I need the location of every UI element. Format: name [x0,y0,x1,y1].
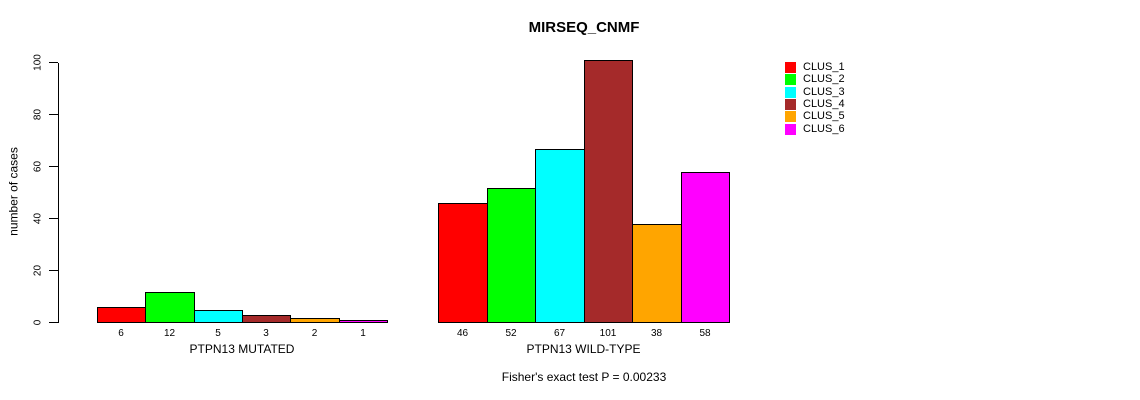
legend-item: CLUS_1 [785,62,845,73]
y-tick-label: 40 [32,212,44,225]
bar-value-label: 52 [505,328,517,339]
bar-value-label: 12 [163,328,176,339]
legend-label: CLUS_6 [803,123,845,135]
bar-value-label: 38 [650,328,663,339]
bar-value-label: 58 [699,328,711,339]
y-tick [49,218,58,219]
legend-item: CLUS_6 [785,124,845,135]
fisher-test-annotation: Fisher's exact test P = 0.00233 [501,370,667,384]
y-tick-label: 100 [32,54,44,71]
legend-swatch [785,62,796,73]
bar-value-label: 101 [599,328,617,339]
legend-item: CLUS_4 [785,99,845,110]
bar-value-label: 1 [360,328,366,339]
bar-clus-1 [97,307,146,323]
legend-swatch [785,99,796,110]
legend-label: CLUS_5 [803,110,845,122]
group-label: PTPN13 WILD-TYPE [526,342,641,356]
y-tick [49,322,58,323]
group-label: PTPN13 MUTATED [189,342,295,356]
legend-swatch [785,87,796,98]
bar-clus-5 [632,224,682,323]
y-tick [49,270,58,271]
y-tick-label: 20 [32,264,44,277]
legend-swatch [785,124,796,135]
bar-value-label: 6 [118,328,124,339]
bar-clus-5 [290,318,340,323]
legend-swatch [785,111,796,122]
bar-value-label: 46 [456,328,469,339]
bar-value-label: 67 [553,328,566,339]
legend-label: CLUS_3 [803,86,845,98]
legend-swatch [785,74,796,85]
y-tick-label: 0 [32,319,44,326]
bar-value-label: 3 [263,328,269,339]
bar-value-label: 2 [311,328,318,339]
bar-clus-1 [438,203,488,323]
bar-value-label: 5 [215,328,221,339]
bar-clus-6 [339,320,388,323]
bar-clus-4 [584,60,633,323]
y-tick-label: 60 [32,160,44,173]
legend-label: CLUS_4 [803,98,845,110]
legend-label: CLUS_1 [803,61,845,73]
legend-label: CLUS_2 [803,73,845,85]
chart-title: MIRSEQ_CNMF [528,19,640,36]
bar-clus-6 [681,172,730,323]
bar-clus-3 [535,149,585,323]
bar-clus-2 [145,292,195,323]
y-tick-label: 80 [32,108,44,121]
legend-item: CLUS_5 [785,111,845,122]
bar-clus-2 [487,188,536,323]
legend-item: CLUS_3 [785,87,845,98]
bar-clus-4 [242,315,291,323]
y-tick [49,114,58,115]
y-axis-line [58,63,59,323]
y-axis-label: number of cases [6,147,21,236]
legend-item: CLUS_2 [785,74,845,85]
y-tick [49,166,58,167]
bar-clus-3 [194,310,243,323]
y-tick [49,62,58,63]
